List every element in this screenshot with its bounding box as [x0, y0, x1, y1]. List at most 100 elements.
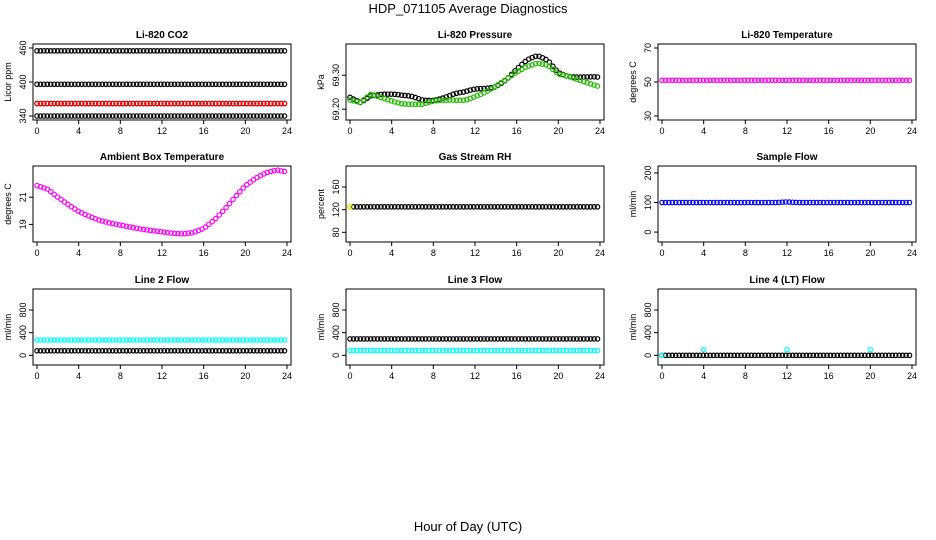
data-point [47, 188, 54, 195]
data-point [185, 230, 192, 237]
data-point [140, 100, 147, 107]
data-point [398, 92, 405, 98]
data-point [488, 336, 494, 342]
data-point [116, 100, 123, 107]
x-tick-label: 12 [157, 248, 167, 258]
data-point [47, 337, 54, 343]
data-point [113, 100, 119, 107]
y-tick-label: 200 [643, 165, 653, 180]
data-point [752, 352, 758, 359]
data-point [257, 113, 264, 119]
data-point [164, 347, 171, 354]
x-tick-label: 20 [240, 248, 250, 258]
data-point [446, 204, 453, 210]
data-point [536, 347, 542, 354]
data-point [697, 77, 703, 84]
data-point [892, 199, 899, 206]
data-point [443, 347, 450, 354]
data-point [697, 352, 703, 359]
data-point [862, 352, 868, 359]
data-point [501, 347, 508, 354]
data-point [381, 95, 388, 102]
data-point [378, 204, 384, 210]
data-point [164, 81, 171, 88]
data-point [250, 337, 257, 343]
data-point [834, 77, 841, 84]
data-point [875, 352, 882, 359]
x-tick-label: 12 [470, 371, 480, 381]
data-point [65, 337, 71, 343]
data-point [237, 188, 243, 195]
data-point [460, 347, 467, 354]
data-point [491, 347, 498, 354]
data-point [834, 199, 841, 206]
y-tick-label: 19 [18, 219, 28, 229]
data-point [429, 98, 436, 105]
data-point [99, 81, 106, 88]
data-point [710, 77, 717, 84]
series-line-3-upper [347, 336, 601, 342]
data-point [116, 113, 123, 119]
data-point [721, 199, 727, 206]
data-point [54, 337, 61, 343]
data-point [206, 221, 212, 228]
x-tick-label: 12 [157, 126, 167, 136]
x-tick-label: 16 [199, 248, 209, 258]
data-point [216, 48, 222, 54]
data-point [563, 347, 570, 354]
data-point [247, 337, 253, 343]
data-point [385, 91, 391, 97]
data-point [395, 100, 401, 106]
data-point [591, 336, 597, 342]
data-point [243, 113, 250, 119]
data-point [195, 100, 202, 107]
data-point [886, 352, 892, 359]
data-point [594, 74, 601, 80]
data-point [560, 72, 566, 78]
data-point [734, 77, 741, 84]
data-point [47, 48, 54, 54]
data-point [731, 199, 737, 206]
data-point [813, 77, 820, 84]
data-point [477, 204, 484, 210]
data-point [219, 113, 226, 119]
data-point [700, 352, 707, 359]
plot-title: Line 3 Flow [448, 275, 503, 286]
data-point [226, 81, 233, 88]
data-point [433, 97, 439, 104]
data-point [350, 347, 357, 354]
data-point [738, 77, 744, 84]
panel-6: Sample Flow 0 4 8 12 16 20 24 0 100 200 ml/min [628, 152, 917, 258]
data-point [807, 77, 813, 84]
y-tick-label: 460 [18, 40, 28, 55]
data-point [820, 77, 827, 84]
data-point [230, 100, 236, 107]
data-point [786, 199, 792, 205]
data-point [354, 336, 360, 342]
data-point [803, 77, 810, 84]
data-point [154, 337, 161, 343]
data-point [212, 81, 219, 88]
data-point [206, 48, 212, 54]
data-point [99, 337, 106, 343]
data-point [724, 77, 731, 84]
data-point [508, 204, 515, 210]
data-point [199, 81, 205, 88]
data-point [257, 100, 264, 107]
data-point [587, 204, 594, 210]
data-point [868, 352, 875, 359]
data-point [137, 48, 143, 54]
data-point [450, 91, 456, 98]
data-point [532, 60, 539, 67]
data-point [199, 347, 205, 354]
data-point [154, 113, 161, 119]
data-point [360, 204, 367, 210]
data-point [195, 81, 202, 88]
data-point [577, 77, 584, 84]
data-point [844, 352, 851, 359]
data-point [546, 204, 553, 210]
data-point [879, 77, 885, 84]
x-tick-label: 24 [282, 371, 292, 381]
data-point [72, 337, 78, 343]
data-point [247, 100, 253, 107]
